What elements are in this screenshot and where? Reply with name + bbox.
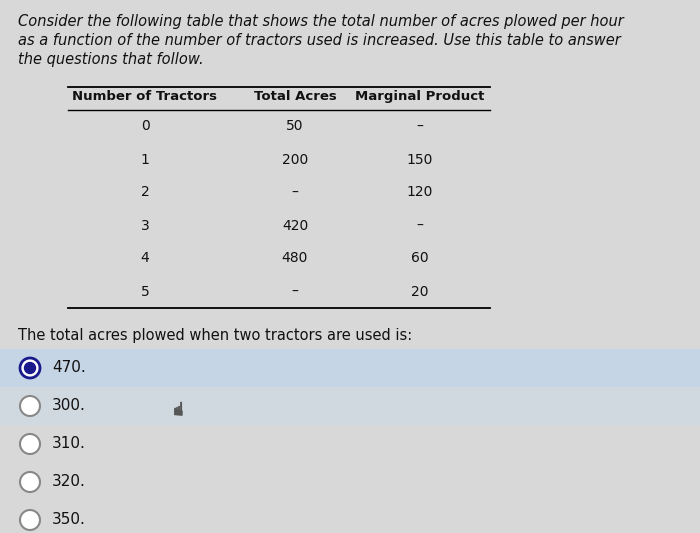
Text: the questions that follow.: the questions that follow. xyxy=(18,52,204,67)
Circle shape xyxy=(20,510,40,530)
Text: 300.: 300. xyxy=(52,399,86,414)
Text: 420: 420 xyxy=(282,219,308,232)
Text: 480: 480 xyxy=(282,252,308,265)
Text: –: – xyxy=(416,119,424,133)
Text: –: – xyxy=(292,285,298,298)
Text: 5: 5 xyxy=(141,285,149,298)
Circle shape xyxy=(20,358,40,378)
Text: 120: 120 xyxy=(407,185,433,199)
Text: The total acres plowed when two tractors are used is:: The total acres plowed when two tractors… xyxy=(18,328,412,343)
Text: 350.: 350. xyxy=(52,513,86,528)
Text: 3: 3 xyxy=(141,219,149,232)
Text: ☚: ☚ xyxy=(165,400,184,418)
Text: 320.: 320. xyxy=(52,474,86,489)
Text: 150: 150 xyxy=(407,152,433,166)
Circle shape xyxy=(20,434,40,454)
Text: 2: 2 xyxy=(141,185,149,199)
Text: 20: 20 xyxy=(412,285,428,298)
Text: 470.: 470. xyxy=(52,360,85,376)
Text: Number of Tractors: Number of Tractors xyxy=(73,90,218,103)
Text: –: – xyxy=(416,219,424,232)
Bar xyxy=(0,387,700,425)
Text: 50: 50 xyxy=(286,119,304,133)
Circle shape xyxy=(25,362,36,374)
Text: Marginal Product: Marginal Product xyxy=(356,90,484,103)
Circle shape xyxy=(20,472,40,492)
Circle shape xyxy=(20,396,40,416)
Text: as a function of the number of tractors used is increased. Use this table to ans: as a function of the number of tractors … xyxy=(18,33,621,48)
Text: Total Acres: Total Acres xyxy=(253,90,337,103)
Text: 1: 1 xyxy=(141,152,149,166)
Text: 0: 0 xyxy=(141,119,149,133)
Text: 200: 200 xyxy=(282,152,308,166)
Bar xyxy=(0,349,700,387)
Text: 310.: 310. xyxy=(52,437,86,451)
Text: –: – xyxy=(292,185,298,199)
Text: 4: 4 xyxy=(141,252,149,265)
Text: 60: 60 xyxy=(411,252,429,265)
Text: Consider the following table that shows the total number of acres plowed per hou: Consider the following table that shows … xyxy=(18,14,624,29)
